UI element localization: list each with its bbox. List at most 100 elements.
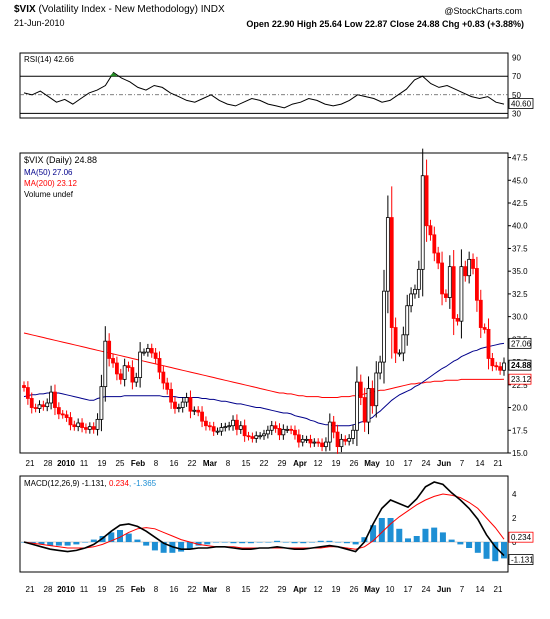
price-y-tick-35.0: 35.0 <box>512 267 528 276</box>
macd-title: MACD(12,26,9) -1.131, 0.234, -1.365 <box>24 479 157 488</box>
macd-histogram-bar <box>326 540 333 542</box>
candle-body <box>397 352 402 355</box>
macd-histogram-bar <box>361 537 368 542</box>
macd-histogram-bar <box>160 542 167 553</box>
candle-body <box>401 334 406 354</box>
price-y-tick-42.5: 42.5 <box>512 199 528 208</box>
price-x-label-10: Mar <box>203 459 217 468</box>
candle-body <box>455 318 460 322</box>
price-x-label-12: 15 <box>242 459 251 468</box>
macd-histogram-bar <box>213 542 219 543</box>
price-y-tick-30.0: 30.0 <box>512 313 528 322</box>
price-y-tick-45.0: 45.0 <box>512 176 528 185</box>
candle-body <box>29 398 34 408</box>
macd-histogram-bar <box>90 539 97 542</box>
macd-histogram-bar <box>431 527 438 542</box>
price-x-label-0: 21 <box>26 459 35 468</box>
macd-value-box <box>508 531 534 543</box>
price-y-tick-20.0: 20.0 <box>512 404 528 413</box>
candle-body <box>80 422 84 428</box>
macd-histogram-bar <box>204 542 211 545</box>
macd-histogram-bar <box>151 542 158 551</box>
macd-histogram-bar <box>73 542 80 545</box>
candle-body <box>204 420 208 427</box>
price-label-box <box>508 359 532 371</box>
rsi-value-label: 40.60 <box>511 100 532 109</box>
macd-line <box>23 481 505 557</box>
macd-histogram-bar <box>343 542 350 544</box>
macd-x-label-21: 17 <box>404 585 413 594</box>
candle-body <box>355 381 359 431</box>
macd-value-box <box>508 554 534 565</box>
macd-title-line: MACD(12,26,9) -1.131, <box>24 479 109 488</box>
macd-histogram-bar <box>405 538 411 542</box>
candle-body <box>60 413 65 416</box>
macd-histogram-bar <box>309 542 315 543</box>
candle-body <box>231 419 235 427</box>
rsi-title: RSI(14) 42.66 <box>24 55 74 64</box>
candle-body <box>200 411 204 422</box>
candle-body <box>91 426 96 430</box>
macd-x-label-26: 21 <box>494 585 503 594</box>
macd-value-label-0: 0.234 <box>511 533 532 542</box>
macd-x-label-12: 15 <box>242 585 251 594</box>
macd-histogram-bar <box>274 540 281 542</box>
candle-body <box>126 365 131 368</box>
candle-body <box>436 252 441 264</box>
candle-body <box>22 385 26 388</box>
price-x-label-15: Apr <box>293 459 307 468</box>
candle-body <box>296 434 301 443</box>
candle-body <box>502 362 506 371</box>
macd-x-label-15: Apr <box>293 585 307 594</box>
price-x-label-14: 29 <box>278 459 287 468</box>
candle-body <box>99 386 104 420</box>
macd-histogram-bar <box>108 532 115 542</box>
candle-body <box>211 426 216 432</box>
chart-date: 21-Jun-2010 <box>14 18 65 28</box>
candle-body <box>238 425 243 430</box>
macd-histogram-bar <box>396 528 403 542</box>
macd-histogram-bar <box>335 542 342 543</box>
macd-histogram-bar <box>64 542 71 546</box>
candle-body <box>180 401 185 408</box>
candle-body <box>362 397 367 423</box>
price-x-label-5: 25 <box>116 459 125 468</box>
macd-histogram-bar <box>55 542 62 546</box>
macd-histogram-bar <box>221 542 228 543</box>
candle-body <box>250 436 255 439</box>
candle-body <box>312 441 317 444</box>
price-x-label-9: 22 <box>188 459 197 468</box>
price-y-tick-37.5: 37.5 <box>512 244 528 253</box>
candle-body <box>370 388 375 407</box>
rsi-y-tick-90: 90 <box>512 54 521 63</box>
macd-histogram-bar <box>247 542 254 544</box>
candle-body <box>331 421 336 433</box>
macd-histogram-bar <box>282 542 289 543</box>
ma50-line <box>23 342 505 427</box>
macd-y-tick-4: 4 <box>512 490 517 499</box>
candle-body <box>227 425 232 428</box>
price-x-label-17: 19 <box>332 459 341 468</box>
candle-body <box>413 288 417 295</box>
macd-x-label-14: 29 <box>278 585 287 594</box>
candle-body <box>494 365 499 368</box>
candle-body <box>169 388 173 403</box>
candle-body <box>389 217 394 328</box>
candle-body <box>68 417 73 426</box>
candle-body <box>246 435 251 438</box>
macd-x-label-16: 12 <box>314 585 323 594</box>
candle-body <box>242 425 247 437</box>
macd-x-label-24: 7 <box>460 585 465 594</box>
macd-value-label-1: -1.131 <box>511 556 534 565</box>
macd-x-label-2: 2010 <box>57 585 75 594</box>
candle-body <box>173 401 177 409</box>
candle-body <box>308 438 313 444</box>
candle-body <box>440 262 444 295</box>
candle-body <box>273 425 278 429</box>
legend-ma50: MA(50) 27.06 <box>24 168 73 177</box>
macd-histogram-bar <box>125 533 132 542</box>
price-x-label-22: 24 <box>422 459 431 468</box>
candle-body <box>300 438 305 443</box>
candle-body <box>447 266 452 298</box>
